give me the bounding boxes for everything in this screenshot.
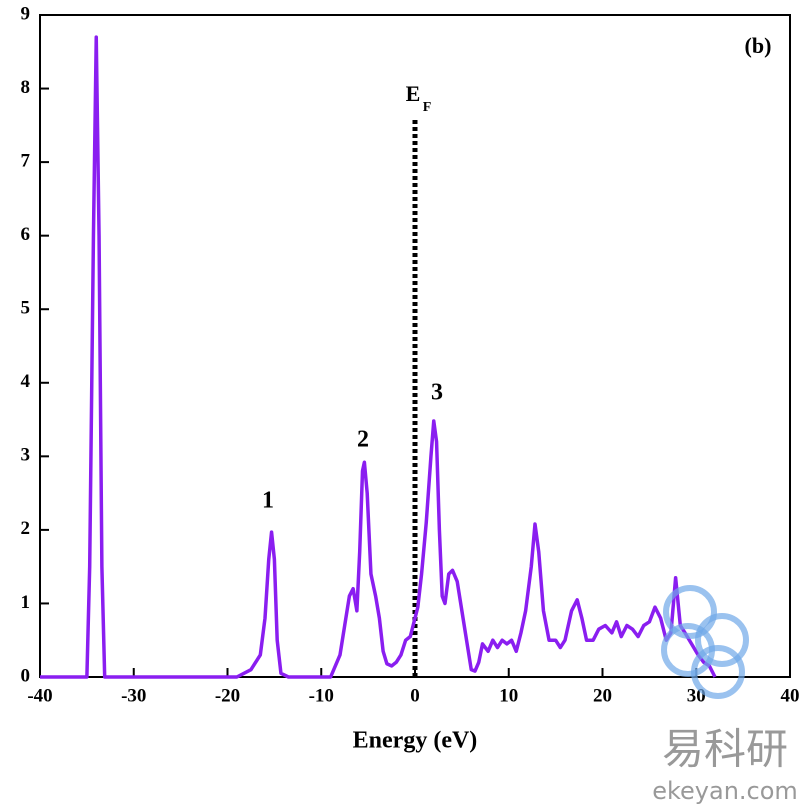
y-tick-label: 6 [21, 224, 31, 245]
x-tick-label: -30 [121, 685, 146, 706]
x-axis-label: Energy (eV) [353, 728, 478, 754]
fermi-label-subscript: F [423, 100, 432, 115]
y-tick-label: 4 [21, 371, 31, 392]
watermark-logo [695, 613, 749, 667]
x-tick-label: 10 [499, 685, 518, 706]
watermark-logo [691, 645, 745, 699]
y-tick-label: 2 [21, 518, 31, 539]
watermark-logo [663, 585, 717, 639]
y-tick-label: 5 [21, 298, 31, 319]
y-tick-label: 1 [21, 592, 31, 613]
y-tick-label: 8 [21, 77, 31, 98]
x-tick-label: 20 [593, 685, 612, 706]
x-tick-label: 0 [410, 685, 420, 706]
peak-label: 3 [431, 380, 443, 406]
dos-line [40, 35, 717, 679]
x-tick-label: -10 [309, 685, 334, 706]
x-tick-label: -40 [27, 685, 52, 706]
y-tick-label: 0 [21, 665, 31, 686]
panel-label: (b) [745, 33, 772, 58]
x-tick-label: 40 [781, 685, 800, 706]
y-tick-label: 9 [21, 3, 31, 24]
fermi-label: E [406, 81, 421, 106]
watermark: ekeyan.com [652, 777, 798, 805]
peak-label: 2 [357, 427, 369, 453]
y-tick-label: 3 [21, 445, 31, 466]
peak-label: 1 [262, 488, 274, 514]
x-tick-label: -20 [215, 685, 240, 706]
watermark: 易科研 [662, 725, 788, 774]
y-tick-label: 7 [21, 150, 31, 171]
